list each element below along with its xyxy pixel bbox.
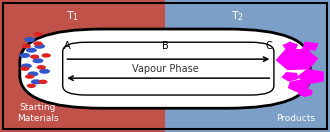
Polygon shape <box>282 42 298 50</box>
Text: T$_2$: T$_2$ <box>231 9 244 23</box>
Ellipse shape <box>39 69 50 74</box>
Ellipse shape <box>20 66 29 71</box>
Ellipse shape <box>31 79 42 84</box>
Text: Products: Products <box>276 114 315 123</box>
Ellipse shape <box>24 37 35 42</box>
FancyBboxPatch shape <box>20 29 310 108</box>
Text: T$_1$: T$_1$ <box>66 9 79 23</box>
Ellipse shape <box>33 41 43 46</box>
Polygon shape <box>288 79 310 92</box>
Polygon shape <box>281 72 299 82</box>
Polygon shape <box>297 69 324 84</box>
Ellipse shape <box>28 71 38 76</box>
Ellipse shape <box>25 74 34 79</box>
Ellipse shape <box>26 48 37 53</box>
Polygon shape <box>276 49 318 70</box>
Ellipse shape <box>37 65 46 70</box>
Text: C: C <box>266 41 272 51</box>
Text: Vapour Phase: Vapour Phase <box>132 64 198 74</box>
Ellipse shape <box>34 44 45 49</box>
Ellipse shape <box>21 63 32 69</box>
Ellipse shape <box>22 44 31 48</box>
Text: A: A <box>64 41 71 51</box>
Ellipse shape <box>42 53 51 58</box>
Ellipse shape <box>33 32 43 37</box>
Text: Starting
Materials: Starting Materials <box>17 103 59 123</box>
Polygon shape <box>298 88 313 97</box>
Text: B: B <box>162 41 168 51</box>
Ellipse shape <box>32 58 44 63</box>
Polygon shape <box>302 42 318 51</box>
Ellipse shape <box>30 55 39 59</box>
Bar <box>165 0 330 132</box>
Bar <box>0 0 165 132</box>
Ellipse shape <box>38 80 48 84</box>
Ellipse shape <box>27 84 36 88</box>
Ellipse shape <box>19 53 30 58</box>
